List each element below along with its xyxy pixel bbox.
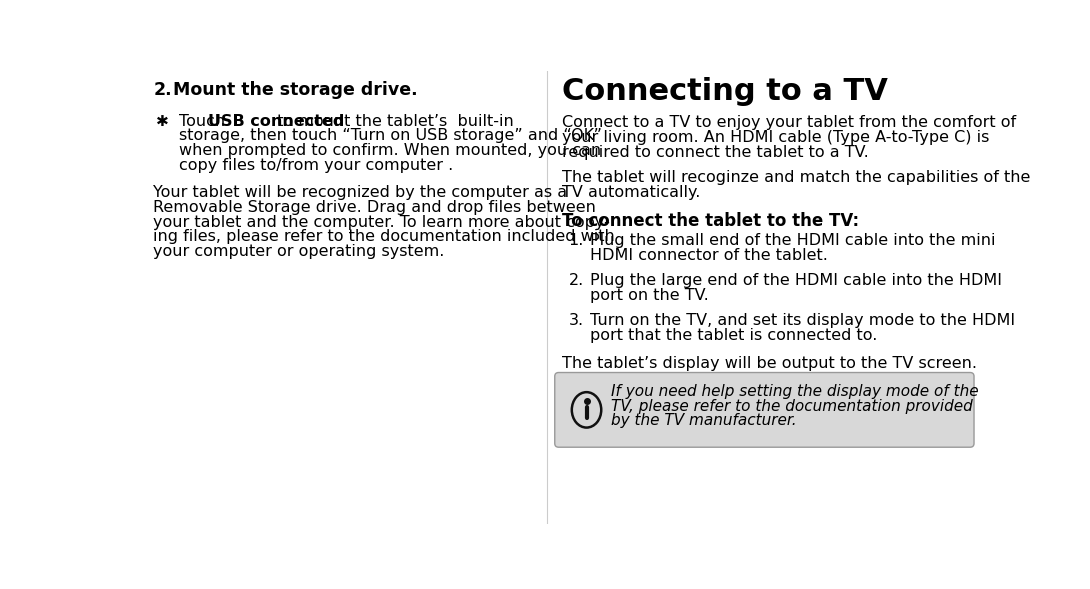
Text: TV, please refer to the documentation provided: TV, please refer to the documentation pr… [611, 399, 973, 413]
Text: To connect the tablet to the TV:: To connect the tablet to the TV: [562, 211, 860, 230]
Text: 2.: 2. [154, 81, 172, 100]
FancyBboxPatch shape [555, 372, 974, 447]
Text: 1.: 1. [569, 233, 584, 248]
Text: your living room. An HDMI cable (Type A-to-Type C) is: your living room. An HDMI cable (Type A-… [562, 130, 990, 145]
Text: when prompted to confirm. When mounted, you can: when prompted to confirm. When mounted, … [179, 143, 601, 158]
Text: to mount the tablet’s  built-in: to mount the tablet’s built-in [271, 114, 513, 129]
Text: Turn on the TV, and set its display mode to the HDMI: Turn on the TV, and set its display mode… [591, 313, 1016, 328]
Text: 3.: 3. [569, 313, 584, 328]
Text: your tablet and the computer. To learn more about copy-: your tablet and the computer. To learn m… [154, 214, 610, 230]
Text: Mount the storage drive.: Mount the storage drive. [173, 81, 419, 100]
Text: Touch: Touch [179, 114, 230, 129]
Text: Your tablet will be recognized by the computer as a: Your tablet will be recognized by the co… [154, 186, 568, 200]
Text: storage, then touch “Turn on USB storage” and “OK”: storage, then touch “Turn on USB storage… [179, 128, 602, 144]
Text: The tablet’s display will be output to the TV screen.: The tablet’s display will be output to t… [562, 356, 978, 371]
Text: port on the TV.: port on the TV. [591, 288, 710, 303]
Text: USB connected: USB connected [208, 114, 344, 129]
Text: TV automatically.: TV automatically. [562, 184, 701, 200]
Text: Connecting to a TV: Connecting to a TV [562, 77, 888, 106]
Text: 2.: 2. [569, 273, 584, 288]
Text: ing files, please refer to the documentation included with: ing files, please refer to the documenta… [154, 229, 615, 244]
Text: The tablet will recoginze and match the capabilities of the: The tablet will recoginze and match the … [562, 170, 1031, 185]
Text: Plug the large end of the HDMI cable into the HDMI: Plug the large end of the HDMI cable int… [591, 273, 1003, 288]
Text: If you need help setting the display mode of the: If you need help setting the display mod… [611, 384, 979, 399]
Text: required to connect the tablet to a TV.: required to connect the tablet to a TV. [562, 145, 869, 160]
Text: copy files to/from your computer .: copy files to/from your computer . [179, 158, 453, 173]
Text: ✱: ✱ [156, 114, 168, 129]
Text: port that the tablet is connected to.: port that the tablet is connected to. [591, 328, 877, 343]
Text: by the TV manufacturer.: by the TV manufacturer. [611, 413, 797, 428]
Text: Removable Storage drive. Drag and drop files between: Removable Storage drive. Drag and drop f… [154, 200, 596, 215]
Text: Connect to a TV to enjoy your tablet from the comfort of: Connect to a TV to enjoy your tablet fro… [562, 115, 1017, 130]
Text: Plug the small end of the HDMI cable into the mini: Plug the small end of the HDMI cable int… [591, 233, 996, 248]
Text: your computer or operating system.: your computer or operating system. [154, 244, 445, 259]
Text: HDMI connector of the tablet.: HDMI connector of the tablet. [591, 248, 828, 263]
